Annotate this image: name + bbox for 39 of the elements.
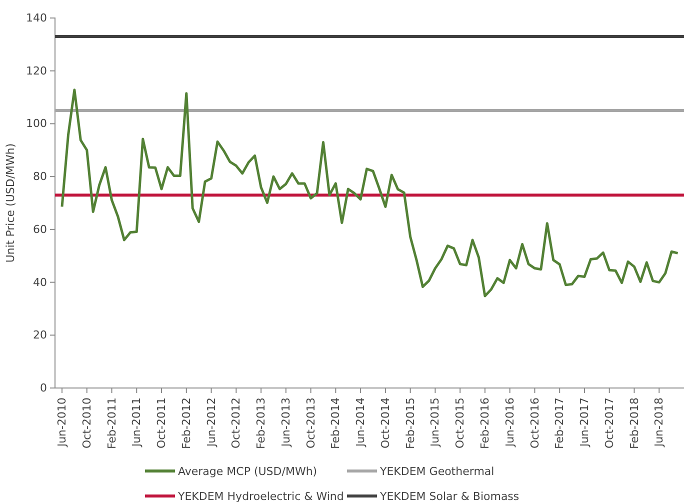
x-tick-label: Jun-2016 (503, 398, 516, 448)
y-axis-title: Unit Price (USD/MWh) (4, 143, 17, 263)
legend-label: YEKDEM Solar & Biomass (379, 490, 520, 502)
x-tick-label: Oct-2014 (378, 398, 392, 448)
x-tick-label: Feb-2014 (329, 398, 342, 449)
x-tick-label: Oct-2017 (602, 398, 616, 448)
y-tick-label: 120 (26, 64, 47, 78)
line-series (60, 88, 680, 298)
x-tick-label: Feb-2011 (105, 398, 118, 449)
x-tick-label: Jun-2018 (652, 398, 666, 448)
x-tick-label: Oct-2012 (230, 398, 243, 448)
x-tick-label: Jun-2014 (354, 398, 368, 448)
x-tick-label: Oct-2015 (454, 398, 467, 448)
legend-label: Average MCP (USD/MWh) (178, 465, 318, 478)
y-tick-label: 20 (33, 328, 47, 342)
x-tick-label: Jun-2012 (204, 398, 218, 448)
x-tick-label: Oct-2016 (528, 398, 542, 448)
y-tick-label: 140 (26, 12, 47, 25)
x-tick-label: Jun-2010 (56, 398, 69, 448)
x-tick-label: Feb-2018 (628, 398, 641, 449)
x-tick-label: Jun-2011 (130, 398, 144, 448)
y-tick-label: 0 (40, 382, 47, 395)
x-tick-label: Jun-2015 (428, 398, 442, 448)
x-tick-label: Oct-2011 (155, 398, 168, 448)
x-tick-label: Feb-2015 (404, 398, 417, 449)
x-tick-label: Feb-2016 (478, 398, 492, 449)
y-tick-label: 80 (33, 170, 47, 184)
y-tick-label: 100 (26, 117, 47, 130)
x-tick-label: Feb-2017 (553, 398, 566, 449)
y-tick-label: 60 (33, 222, 47, 236)
legend-label: YEKDEM Geothermal (379, 465, 494, 478)
x-tick-label: Jun-2013 (279, 398, 292, 448)
x-tick-label: Oct-2013 (304, 398, 318, 448)
x-tick-label: Feb-2013 (254, 398, 268, 449)
x-tick-label: Oct-2010 (80, 398, 94, 448)
x-tick-label: Jun-2017 (578, 398, 591, 448)
legend-label: YEKDEM Hydroelectric & Wind (177, 490, 344, 502)
x-tick-label: Feb-2012 (180, 398, 193, 449)
y-tick-label: 40 (33, 276, 47, 289)
